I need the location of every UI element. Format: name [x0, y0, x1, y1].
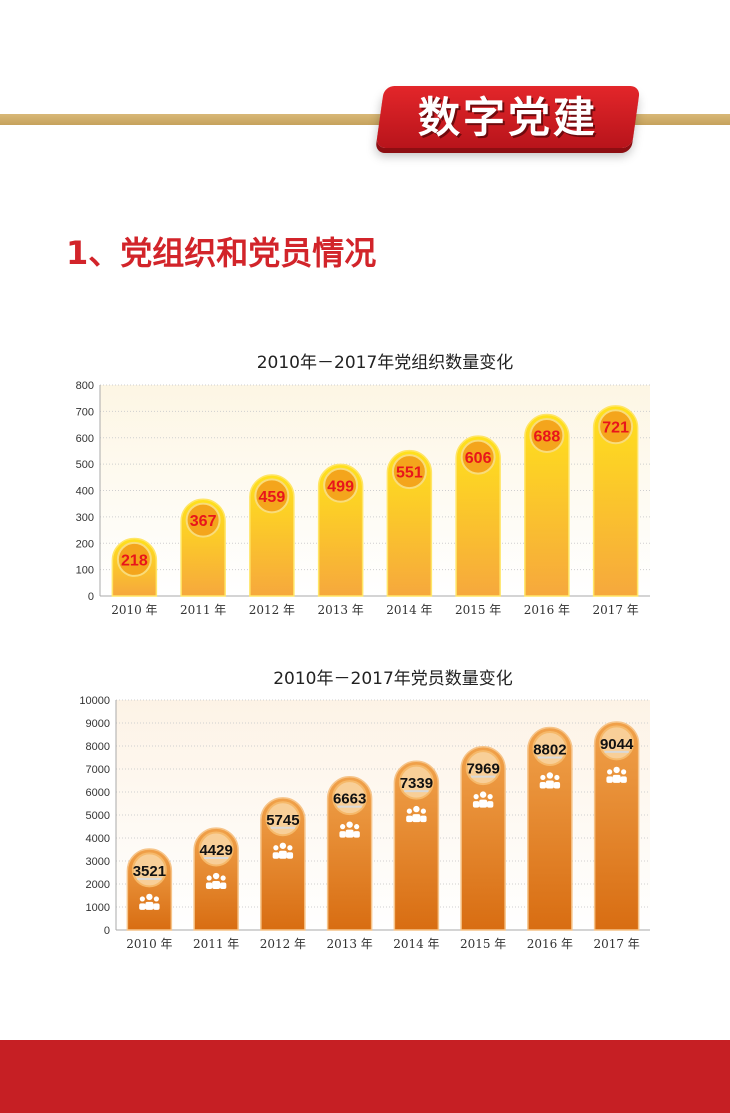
chart-title: 2010年－2017年党组织数量变化 — [257, 353, 514, 373]
x-tick-label: 2012 年 — [260, 937, 306, 951]
x-tick-label: 2017 年 — [592, 603, 638, 617]
value-marker — [460, 439, 496, 475]
bar — [592, 405, 639, 597]
x-tick-label: 2013 年 — [326, 937, 372, 951]
people-icon — [339, 821, 360, 838]
y-tick-label: 500 — [76, 459, 94, 471]
y-tick-label: 800 — [76, 380, 94, 392]
y-tick-label: 7000 — [86, 764, 110, 776]
bar — [527, 726, 573, 931]
x-tick-label: 2015 年 — [460, 937, 506, 951]
y-tick-label: 10000 — [79, 695, 110, 707]
x-tick-label: 2011 年 — [193, 937, 239, 951]
y-tick-label: 0 — [88, 591, 94, 603]
data-label: 499 — [327, 478, 354, 495]
value-marker — [116, 541, 152, 577]
y-tick-label: 700 — [76, 406, 94, 418]
y-tick-label: 4000 — [86, 833, 110, 845]
data-label: 5745 — [266, 812, 299, 829]
x-tick-label: 2013 年 — [317, 603, 363, 617]
bar — [593, 721, 640, 931]
data-label: 218 — [121, 552, 148, 569]
data-label: 6663 — [333, 791, 366, 808]
header-gold-line — [0, 114, 730, 125]
data-label: 721 — [602, 420, 629, 437]
y-tick-label: 300 — [76, 512, 94, 524]
y-tick-label: 0 — [104, 925, 110, 937]
people-icon — [139, 893, 160, 910]
party-member-chart: 2010年－2017年党员数量变化 0 1000 2000 3000 4000 5000 60… — [79, 669, 650, 951]
x-tick-label: 2016 年 — [524, 603, 570, 617]
y-tick-label: 8000 — [86, 741, 110, 753]
y-tick-label: 600 — [76, 433, 94, 445]
y-tick-label: 2000 — [86, 879, 110, 891]
data-label: 9044 — [600, 736, 634, 753]
data-label: 8802 — [533, 741, 566, 758]
x-tick-label: 2016 年 — [527, 937, 573, 951]
data-label: 459 — [259, 489, 286, 506]
chart-title: 2010年－2017年党员数量变化 — [273, 669, 513, 689]
x-tick-label: 2014 年 — [393, 937, 439, 951]
data-label: 3521 — [133, 863, 166, 880]
people-icon — [205, 872, 227, 890]
data-label: 606 — [465, 450, 492, 467]
y-tick-label: 1000 — [86, 902, 110, 914]
data-label: 7969 — [466, 761, 499, 778]
bar — [386, 449, 433, 597]
y-tick-label: 5000 — [86, 810, 110, 822]
people-icon — [539, 772, 561, 789]
x-tick-label: 2010 年 — [126, 937, 172, 951]
bar — [524, 413, 570, 597]
party-organization-chart: 2010年－2017年党组织数量变化 0 100 200 300 400 500 600 700… — [76, 353, 650, 617]
x-tick-label: 2011 年 — [180, 603, 226, 617]
value-marker — [185, 502, 221, 538]
bar — [326, 776, 373, 931]
banner-title: 数字党建 — [417, 93, 598, 142]
people-icon — [472, 791, 494, 808]
value-marker — [391, 454, 427, 490]
x-tick-label: 2012 年 — [249, 603, 295, 617]
footer-band — [0, 1040, 730, 1113]
x-tick-label: 2010 年 — [111, 603, 157, 617]
x-tick-label: 2017 年 — [593, 937, 639, 951]
x-tick-label: 2015 年 — [455, 603, 501, 617]
y-tick-label: 200 — [76, 538, 94, 550]
data-label: 688 — [534, 428, 561, 445]
bar — [460, 745, 506, 931]
people-icon — [272, 842, 294, 859]
bar — [393, 760, 440, 931]
bar — [455, 435, 501, 597]
y-tick-label: 3000 — [86, 856, 110, 868]
section-title: 1、党组织和党员情况 — [66, 234, 377, 272]
value-marker — [254, 478, 290, 514]
data-label: 7339 — [400, 775, 433, 792]
people-icon — [406, 805, 427, 823]
value-marker — [598, 409, 634, 445]
y-tick-label: 6000 — [86, 787, 110, 799]
data-label: 4429 — [199, 842, 232, 859]
value-marker — [529, 417, 565, 453]
data-label: 551 — [396, 465, 423, 482]
y-tick-label: 100 — [76, 565, 94, 577]
y-tick-label: 400 — [76, 486, 94, 498]
x-tick-label: 2014 年 — [386, 603, 432, 617]
y-tick-label: 9000 — [86, 718, 110, 730]
people-icon — [606, 766, 627, 783]
data-label: 367 — [190, 513, 217, 530]
value-marker — [323, 467, 359, 503]
